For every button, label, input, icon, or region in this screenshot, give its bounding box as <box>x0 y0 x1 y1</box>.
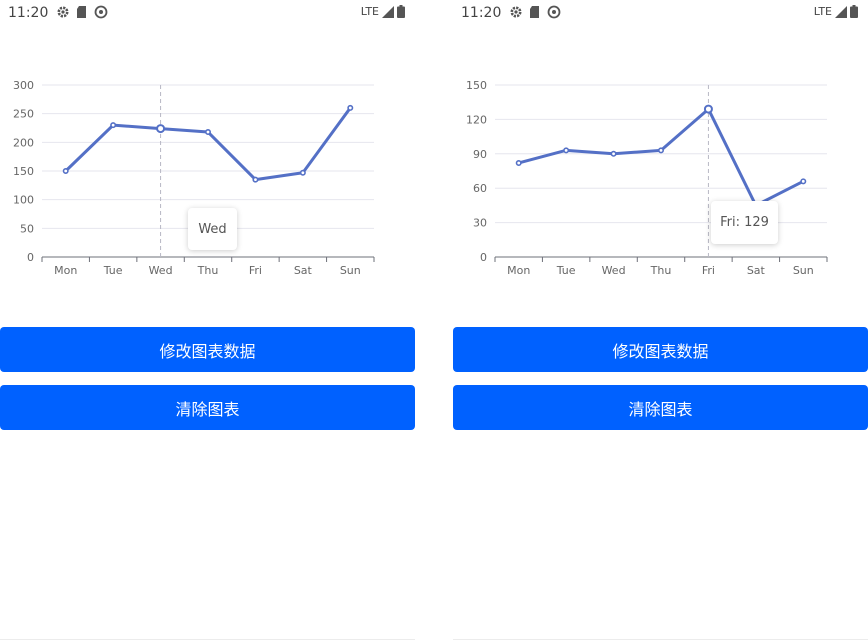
y-tick-label: 0 <box>480 251 487 264</box>
series-line <box>64 107 352 182</box>
data-point[interactable] <box>156 124 166 134</box>
data-point[interactable] <box>252 176 259 183</box>
data-point[interactable] <box>299 169 306 176</box>
status-bar: 11:20 LTE <box>0 0 415 26</box>
x-tick-label: Fri <box>249 264 262 277</box>
y-tick-label: 200 <box>13 136 34 149</box>
network-type: LTE <box>813 5 832 18</box>
data-point[interactable] <box>658 147 665 154</box>
gear-icon <box>510 6 522 18</box>
y-tick-label: 30 <box>473 217 487 230</box>
data-point[interactable] <box>515 159 522 166</box>
bottom-divider <box>453 639 868 640</box>
x-tick-label: Mon <box>54 264 77 277</box>
line-chart-svg: 0 50 100 150 200 250 300 Mon Tue Wed Thu Fri Sat Sun <box>13 79 375 277</box>
clear-chart-button[interactable]: 清除图表 <box>453 385 868 430</box>
data-point[interactable] <box>110 122 117 129</box>
data-point[interactable] <box>610 150 617 157</box>
x-tick-label: Tue <box>103 264 123 277</box>
line-chart-svg: 0 30 60 90 120 150 Mon Tue Wed Thu Fri Sat Sun <box>466 79 828 277</box>
status-right: LTE <box>361 5 405 18</box>
chart-tooltip: Fri: 129 <box>711 201 778 244</box>
chart-tooltip: Wed <box>188 208 237 250</box>
y-tick-label: 50 <box>20 222 34 235</box>
status-right: LTE <box>814 5 858 18</box>
x-tick-label: Sun <box>340 264 361 277</box>
x-tick-label: Tue <box>556 264 576 277</box>
line-chart[interactable]: 0 50 100 150 200 250 300 Mon Tue Wed Thu Fri Sat Sun <box>0 66 415 290</box>
x-tick-label: Fri <box>702 264 715 277</box>
x-tick-label: Wed <box>602 264 626 277</box>
y-tick-label: 120 <box>466 113 487 126</box>
x-tick-label: Sat <box>747 264 766 277</box>
x-tick-label: Thu <box>650 264 672 277</box>
data-point[interactable] <box>800 178 807 185</box>
data-point[interactable] <box>347 104 354 111</box>
line-chart[interactable]: 0 30 60 90 120 150 Mon Tue Wed Thu Fri Sat Sun <box>453 66 868 290</box>
x-tick-label: Thu <box>197 264 219 277</box>
y-tick-label: 100 <box>13 194 34 207</box>
status-notification-icons <box>56 5 108 19</box>
bottom-divider <box>0 639 415 640</box>
data-point[interactable] <box>563 147 570 154</box>
network-type: LTE <box>360 5 379 18</box>
y-tick-label: 250 <box>13 108 34 121</box>
sync-icon <box>547 5 561 19</box>
battery-icon <box>850 5 858 18</box>
y-tick-label: 150 <box>13 165 34 178</box>
x-tick-label: Mon <box>507 264 530 277</box>
y-tick-label: 60 <box>473 182 487 195</box>
phone-screen-left: 11:20 LTE 0 50 100 150 200 250 300 Mon Tue Wed Thu… <box>0 0 415 642</box>
sd-card-icon <box>77 6 86 18</box>
x-tick-label: Sat <box>294 264 313 277</box>
status-bar: 11:20 LTE <box>453 0 868 26</box>
phone-screen-right: 11:20 LTE 0 30 60 90 120 150 Mon Tue Wed Thu Fri Sa… <box>453 0 868 642</box>
status-time: 11:20 <box>461 5 502 21</box>
y-tick-label: 150 <box>466 79 487 92</box>
signal-icon <box>835 5 847 18</box>
status-notification-icons <box>509 5 561 19</box>
sd-card-icon <box>530 6 539 18</box>
battery-icon <box>397 5 405 18</box>
x-tick-label: Wed <box>149 264 173 277</box>
series-line <box>518 107 804 207</box>
y-tick-label: 90 <box>473 148 487 161</box>
modify-chart-data-button[interactable]: 修改图表数据 <box>0 327 415 372</box>
gear-icon <box>57 6 69 18</box>
modify-chart-data-button[interactable]: 修改图表数据 <box>453 327 868 372</box>
sync-icon <box>94 5 108 19</box>
data-point[interactable] <box>703 104 713 114</box>
signal-icon <box>382 5 394 18</box>
status-time: 11:20 <box>8 5 49 21</box>
data-point[interactable] <box>62 168 69 175</box>
x-tick-label: Sun <box>793 264 814 277</box>
clear-chart-button[interactable]: 清除图表 <box>0 385 415 430</box>
data-point[interactable] <box>205 129 212 136</box>
y-tick-label: 0 <box>27 251 34 264</box>
y-tick-label: 300 <box>13 79 34 92</box>
